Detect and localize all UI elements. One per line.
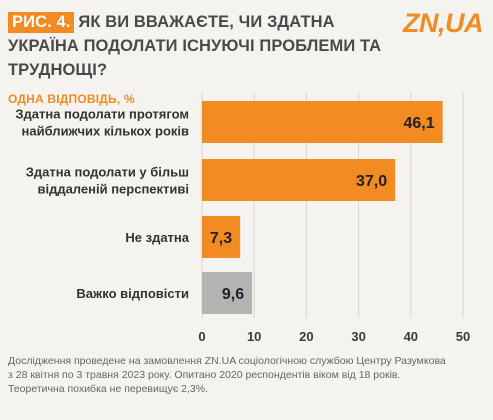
figure-label: РИС. 4. <box>8 12 75 33</box>
chart-subtitle: ОДНА ВІДПОВІДЬ, % <box>8 92 135 106</box>
x-tick-label: 10 <box>247 329 261 344</box>
bar <box>202 159 396 201</box>
footnote-line: Дослідження проведене на замовлення ZN.U… <box>8 355 446 367</box>
category-label: Здатна подолати у більш <box>26 165 189 180</box>
footnote: Дослідження проведене на замовлення ZN.U… <box>8 354 488 396</box>
bar-value-label: 9,6 <box>222 286 244 303</box>
x-tick-label: 0 <box>198 329 205 344</box>
x-tick-label: 30 <box>351 329 365 344</box>
bar-value-label: 7,3 <box>210 230 232 247</box>
zn-ua-logo: ZN,UA <box>403 8 484 38</box>
title-text: ЯК ВИ ВВАЖАЄТЕ, ЧИ ЗДАТНА УКРАЇНА ПОДОЛА… <box>8 13 382 79</box>
bar <box>202 216 241 258</box>
category-label: найближчих кількох років <box>22 124 189 139</box>
bar-value-label: 37,0 <box>356 173 387 190</box>
chart-header: РИС. 4. ЯК ВИ ВВАЖАЄТЕ, ЧИ ЗДАТНА УКРАЇНА… <box>8 10 408 106</box>
bar <box>202 101 443 143</box>
category-label: віддаленій перспективі <box>37 182 189 197</box>
footnote-line: з 28 квітня по 3 травня 2023 року. Опита… <box>8 369 401 381</box>
category-label: Здатна подолати протягом <box>15 107 189 122</box>
bar-chart: 0 10 20 30 40 50 46,1 Здатна подолати протягом н… <box>15 92 470 344</box>
bar-value-label: 46,1 <box>404 115 435 132</box>
x-tick-label: 40 <box>404 329 418 344</box>
bar <box>202 272 253 314</box>
chart-title: РИС. 4. ЯК ВИ ВВАЖАЄТЕ, ЧИ ЗДАТНА УКРАЇНА… <box>8 10 408 82</box>
category-label: Важко відповісти <box>76 286 189 301</box>
category-label: Не здатна <box>125 230 189 245</box>
x-tick-label: 50 <box>456 329 470 344</box>
footnote-line: Теоретична похибка не перевищує 2,3%. <box>8 383 208 395</box>
x-tick-label: 20 <box>299 329 313 344</box>
